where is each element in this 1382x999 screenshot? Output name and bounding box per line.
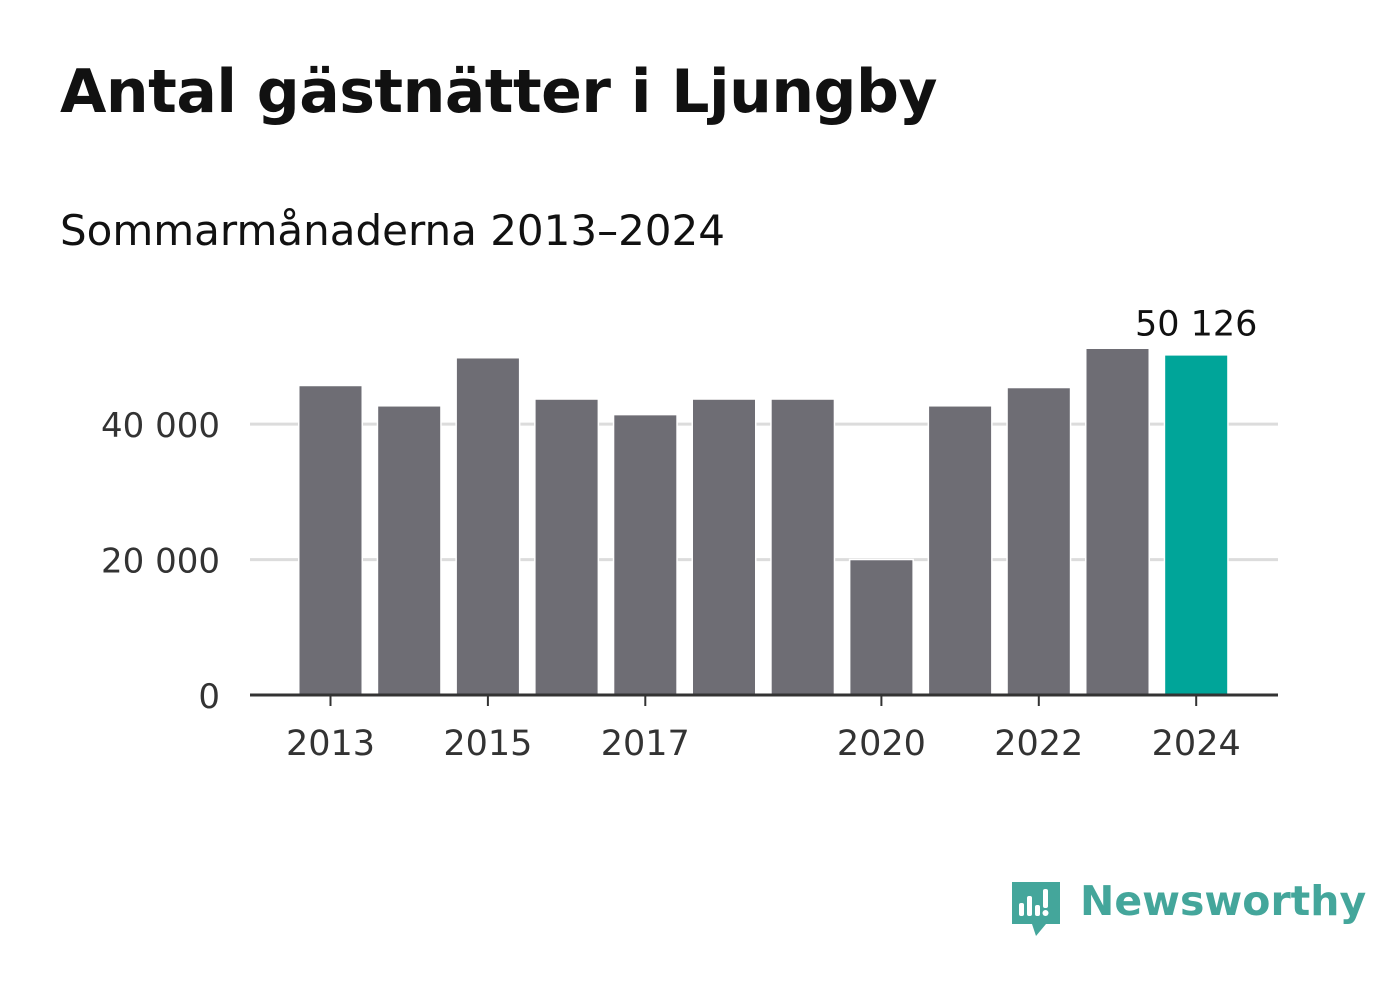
data-label: 50 126 (1135, 305, 1257, 345)
labels: 0 20 000 40 000 2013 2015 2017 2020 2022 2024 50 … (101, 305, 1257, 764)
chart-title: Antal gästnätter i Ljungby (60, 57, 938, 127)
newsworthy-logo-icon (1012, 882, 1060, 936)
x-tick-label: 2020 (837, 724, 926, 764)
bar-2013 (298, 384, 363, 697)
bar-2016 (534, 398, 600, 697)
y-tick-label: 0 (198, 677, 220, 717)
x-axis (250, 693, 1278, 706)
x-tick-label: 2015 (443, 724, 532, 764)
bar-2024 (1163, 354, 1229, 697)
chart-subtitle: Sommarmånaderna 2013–2024 (60, 206, 725, 255)
y-tick-label: 40 000 (101, 406, 220, 446)
y-tick-label: 20 000 (101, 542, 220, 582)
bar-chart: 0 20 000 40 000 2013 2015 2017 2020 2022 2024 50 … (101, 305, 1278, 764)
bar-2022 (1006, 386, 1072, 697)
bar-2023 (1085, 347, 1150, 697)
bar-2021 (927, 405, 993, 697)
brand-name: Newsworthy (1080, 877, 1367, 925)
bar-2014 (376, 405, 442, 697)
x-tick-label: 2017 (601, 724, 690, 764)
newsworthy-logo: Newsworthy (1010, 878, 1366, 940)
x-tick-label: 2013 (286, 724, 375, 764)
x-tick-label: 2022 (994, 724, 1083, 764)
bar-2018 (691, 398, 757, 697)
bar-2015 (455, 356, 521, 697)
bars (298, 347, 1229, 697)
bar-2019 (770, 398, 836, 697)
x-tick-label: 2024 (1152, 724, 1241, 764)
bar-2017 (612, 413, 678, 697)
bar-2020 (848, 558, 914, 697)
